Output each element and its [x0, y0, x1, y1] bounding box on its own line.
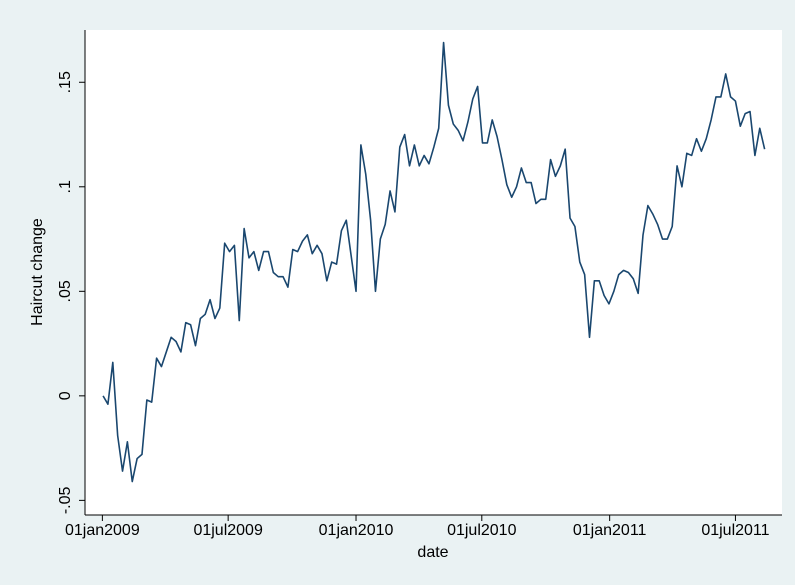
x-tick-label: 01jan2011 — [573, 522, 647, 539]
x-axis-title: date — [417, 544, 448, 561]
data-line — [102, 41, 766, 483]
y-tick-label: 0 — [57, 391, 74, 400]
plot-area — [85, 30, 782, 515]
y-axis-title: Haircut change — [29, 218, 46, 326]
x-tick-label: 01jan2009 — [65, 522, 140, 539]
y-tick-label: -.05 — [57, 486, 74, 514]
x-tick-label: 01jul2009 — [193, 522, 263, 539]
y-tick-label: .1 — [57, 180, 74, 193]
y-tick-label: .05 — [57, 280, 74, 302]
y-tick-label: .15 — [57, 71, 74, 93]
x-tick-label: 01jan2010 — [319, 522, 394, 539]
x-tick-label: 01jul2011 — [701, 522, 769, 539]
x-tick-label: 01jul2010 — [447, 522, 517, 539]
